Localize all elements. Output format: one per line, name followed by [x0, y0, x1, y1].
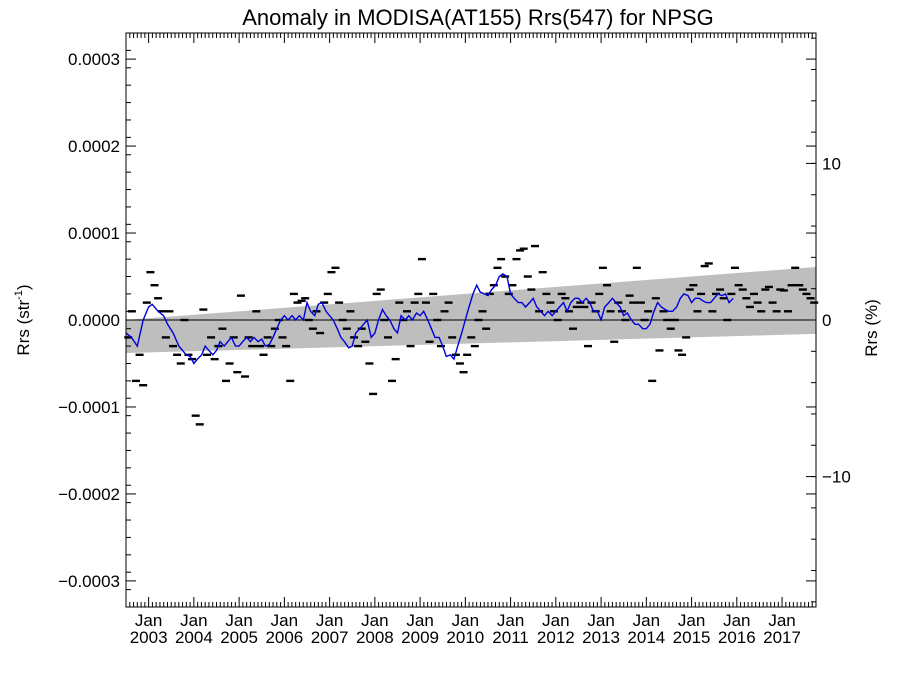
- x-tick-label-year: 2007: [311, 628, 349, 647]
- x-tick-label-year: 2012: [537, 628, 575, 647]
- x-tick-label-year: 2010: [446, 628, 484, 647]
- right-axis-label: Rrs (%): [862, 299, 881, 357]
- axes: [125, 32, 817, 608]
- x-tick-label-month: Jan: [361, 611, 388, 630]
- x-tick-label-month: Jan: [633, 611, 660, 630]
- x-tick-label-month: Jan: [678, 611, 705, 630]
- x-tick-label-year: 2005: [220, 628, 258, 647]
- y-tick-label: −0.0001: [58, 398, 120, 417]
- y-tick-label: 0.0002: [68, 137, 120, 156]
- plot-area: [126, 266, 816, 354]
- x-tick-label-month: Jan: [135, 611, 162, 630]
- x-tick-label-month: Jan: [452, 611, 479, 630]
- right-axis-tick-label: 10: [822, 154, 841, 173]
- y-axis-label: Rrs (str-1): [13, 284, 33, 355]
- y-axis-label-close: ): [14, 284, 33, 290]
- x-tick-label-year: 2014: [627, 628, 665, 647]
- x-tick-label-month: Jan: [316, 611, 343, 630]
- y-tick-label: 0.0000: [68, 311, 120, 330]
- x-tick-label-year: 2006: [265, 628, 303, 647]
- x-tick-label-month: Jan: [406, 611, 433, 630]
- y-tick-label: −0.0003: [58, 572, 120, 591]
- x-tick-label-month: Jan: [723, 611, 750, 630]
- y-axis-label-unit-exponent: -1: [13, 290, 25, 300]
- x-tick-label-month: Jan: [768, 611, 795, 630]
- chart-title: Anomaly in MODISA(AT155) Rrs(547) for NP…: [242, 5, 714, 30]
- x-tick-label-month: Jan: [225, 611, 252, 630]
- x-tick-label-year: 2004: [175, 628, 213, 647]
- x-tick-label-month: Jan: [180, 611, 207, 630]
- uncertainty-band: [126, 266, 816, 354]
- x-tick-label-year: 2003: [130, 628, 168, 647]
- y-tick-label: −0.0002: [58, 485, 120, 504]
- x-tick-label-month: Jan: [497, 611, 524, 630]
- running-mean-line: [125, 273, 734, 365]
- x-tick-label-month: Jan: [542, 611, 569, 630]
- y-axis-label-text: Rrs (str: [14, 300, 33, 356]
- x-tick-label-year: 2015: [673, 628, 711, 647]
- x-tick-label-year: 2017: [763, 628, 801, 647]
- x-tick-label-year: 2016: [718, 628, 756, 647]
- x-tick-label-month: Jan: [271, 611, 298, 630]
- anomaly-points: [124, 244, 819, 426]
- x-tick-label-year: 2011: [492, 628, 529, 647]
- x-tick-label-year: 2008: [356, 628, 394, 647]
- y-tick-label: 0.0001: [68, 224, 120, 243]
- x-tick-label-year: 2013: [582, 628, 620, 647]
- x-tick-label-month: Jan: [587, 611, 614, 630]
- tick-labels: −0.0003 −0.0002 −0.0001 0.0000 0.0001 0.0002 0…: [58, 50, 851, 647]
- x-tick-label-year: 2009: [401, 628, 439, 647]
- y-tick-label: 0.0003: [68, 50, 120, 69]
- right-axis-tick-label: −10: [822, 468, 851, 487]
- right-axis-tick-label: 0: [822, 311, 831, 330]
